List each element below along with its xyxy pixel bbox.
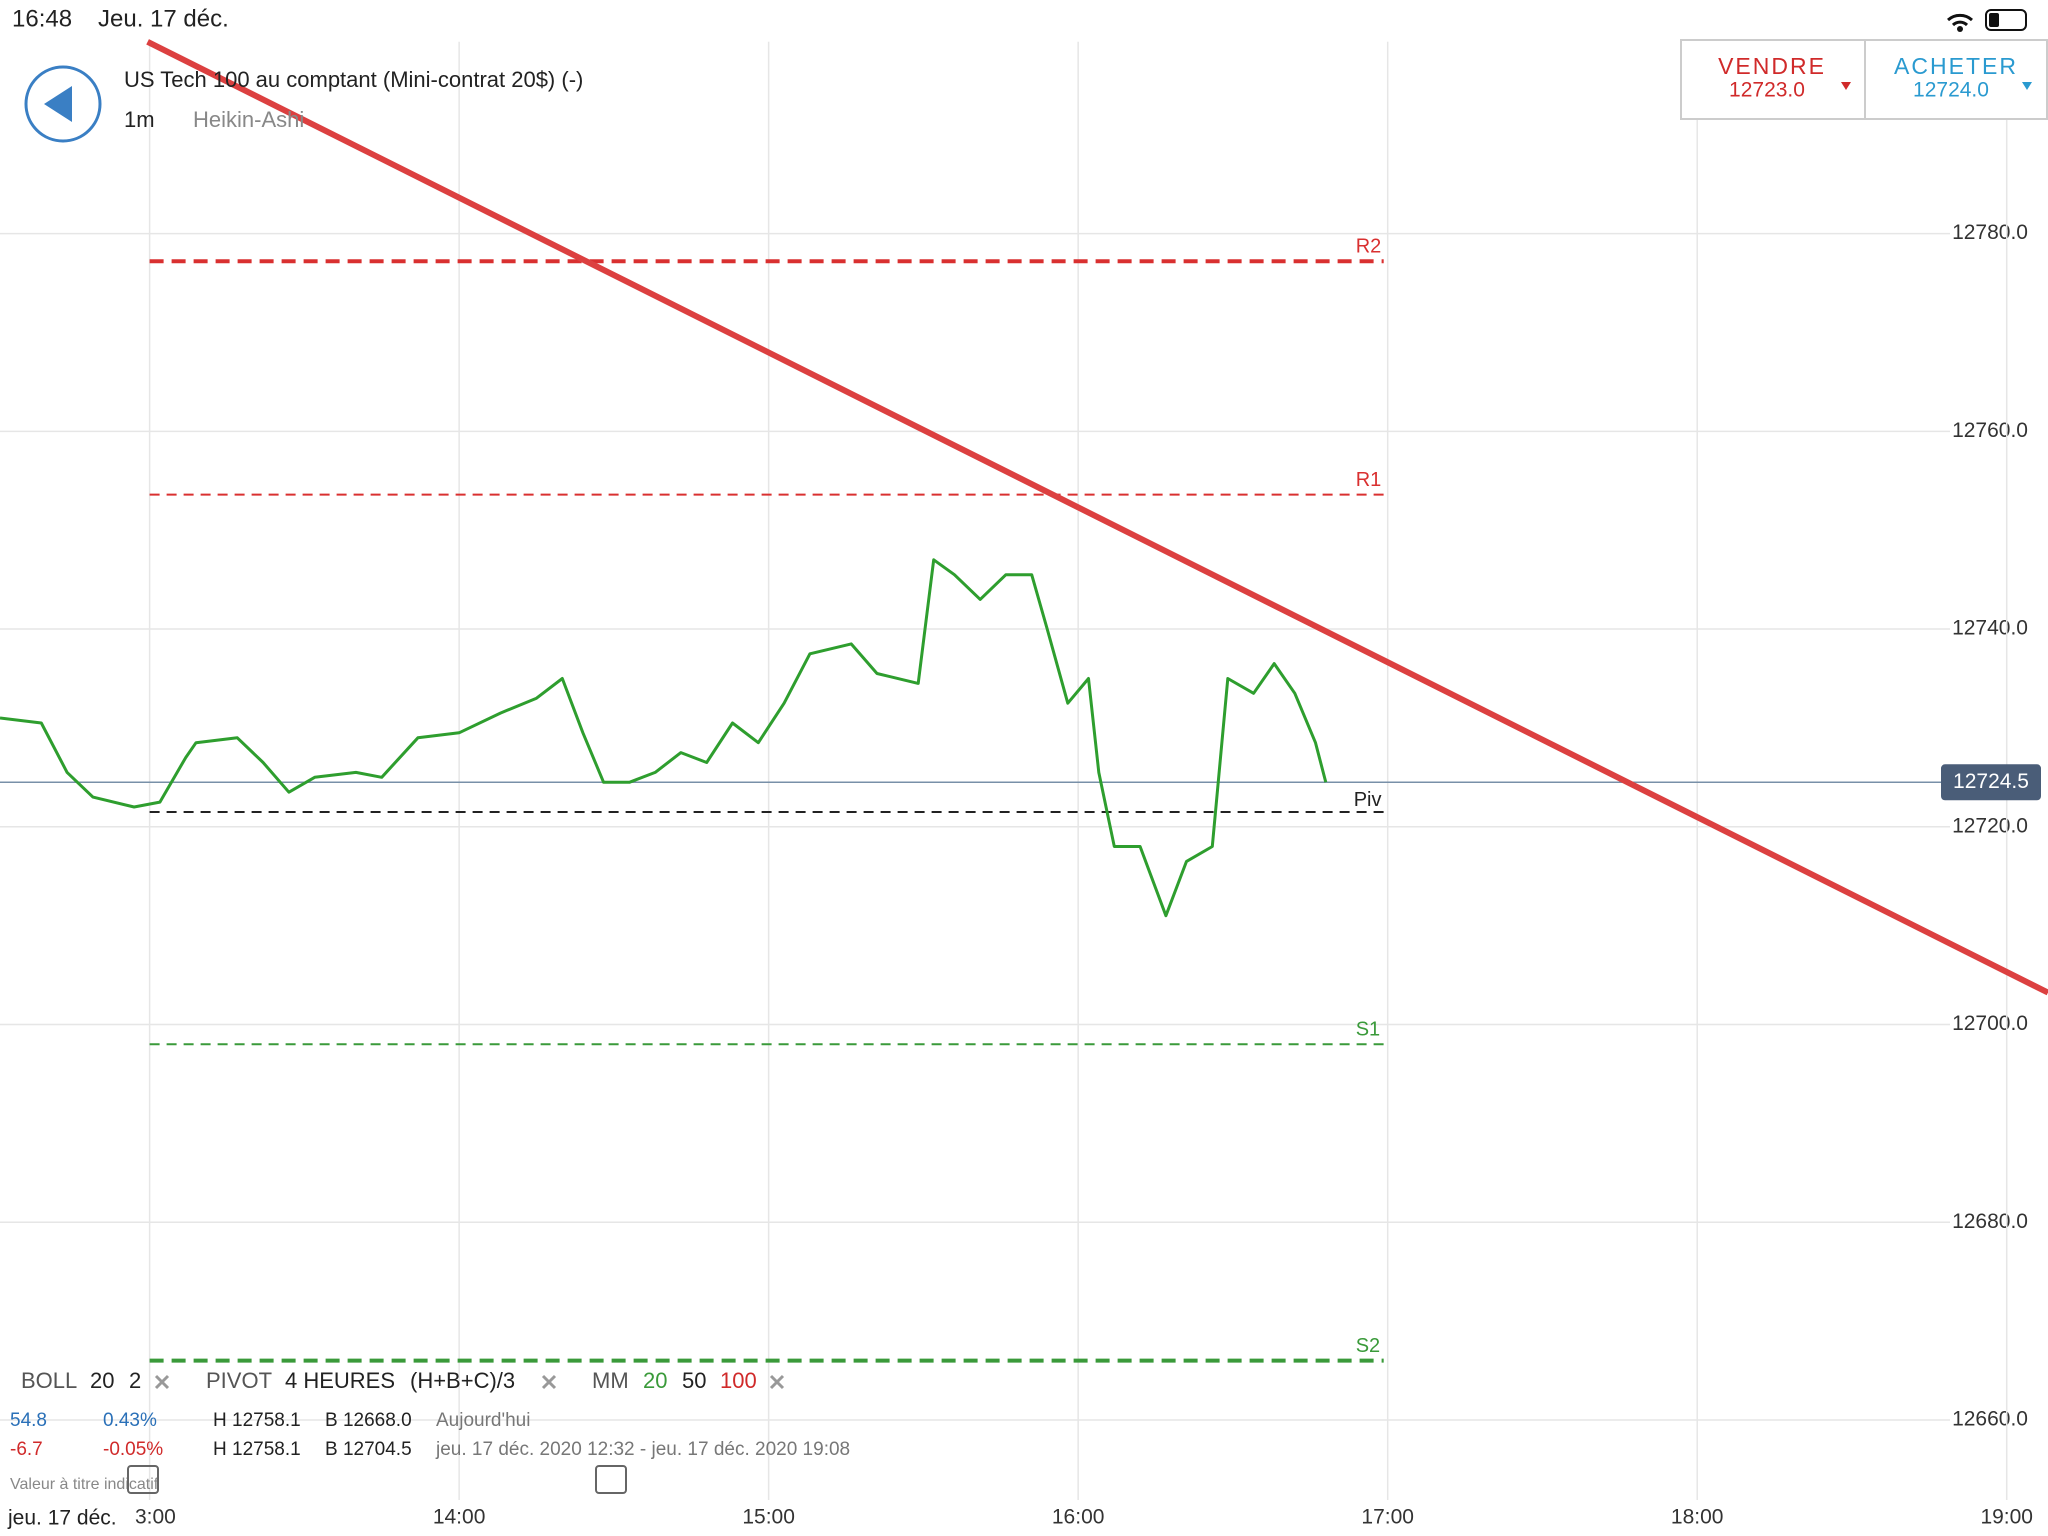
chart-style[interactable]: Heikin-Ashi [193, 107, 304, 132]
x-tick-label: 17:00 [1361, 1506, 1414, 1529]
y-tick-label: 12740.0 [1952, 617, 2028, 640]
y-tick-label: 12700.0 [1952, 1012, 2028, 1035]
wifi-icon [1947, 13, 1973, 27]
pivot-label: S2 [1356, 1335, 1380, 1357]
stat-value: B 12668.0 [325, 1410, 412, 1431]
y-tick-label: 12780.0 [1952, 221, 2028, 244]
boll-name: BOLL [21, 1368, 77, 1393]
stat-value: -0.05% [103, 1439, 163, 1460]
status-time: 16:48 [12, 5, 72, 32]
stat-value: Aujourd'hui [436, 1410, 530, 1431]
x-tick-label: 19:00 [1980, 1506, 2033, 1529]
sell-button[interactable]: VENDRE 12723.0 [1718, 53, 1851, 102]
calendar-icon[interactable] [595, 1465, 627, 1494]
mm-period: 100 [720, 1368, 757, 1393]
y-tick-label: 12760.0 [1952, 419, 2028, 442]
status-date: Jeu. 17 déc. [98, 5, 229, 32]
current-price-label: 12724.5 [1953, 770, 2029, 793]
y-tick-label: 12720.0 [1952, 814, 2028, 837]
disclaimer: Valeur à titre indicatif [10, 1476, 159, 1493]
interval[interactable]: 1m [124, 107, 155, 132]
stat-value: 54.8 [10, 1410, 47, 1431]
stat-value: -6.7 [10, 1439, 43, 1460]
x-tick-label: 15:00 [742, 1506, 795, 1529]
x-tick-label: 14:00 [433, 1506, 486, 1529]
boll-period: 20 [90, 1368, 114, 1393]
pivot-label: R1 [1356, 469, 1382, 491]
y-tick-label: 12680.0 [1952, 1210, 2028, 1233]
pivot-label: S1 [1356, 1019, 1380, 1041]
y-tick-label: 12660.0 [1952, 1407, 2028, 1430]
mm-name: MM [592, 1368, 629, 1393]
pivot-remove[interactable] [541, 1374, 557, 1390]
battery-icon [1985, 9, 2027, 31]
stat-value: 0.43% [103, 1410, 157, 1431]
sell-price: 12723.0 [1729, 79, 1805, 102]
x-tick-label: 16:00 [1052, 1506, 1105, 1529]
stat-value: B 12704.5 [325, 1439, 412, 1460]
stat-value: jeu. 17 déc. 2020 12:32 - jeu. 17 déc. 2… [435, 1439, 850, 1460]
stat-value: H 12758.1 [213, 1410, 301, 1431]
buy-price: 12724.0 [1913, 79, 1989, 102]
date-label-bg [0, 1504, 134, 1534]
pivot-label: Piv [1354, 789, 1382, 811]
mm-period: 20 [643, 1368, 667, 1393]
calendar-icon[interactable] [127, 1465, 159, 1494]
stat-value: H 12758.1 [213, 1439, 301, 1460]
wifi-dot [1957, 26, 1963, 32]
boll-remove[interactable] [154, 1374, 170, 1390]
back-arrow [44, 86, 72, 122]
x-tick-label: 18:00 [1671, 1506, 1724, 1529]
pivot-formula: (H+B+C)/3 [410, 1368, 515, 1393]
boll-dev: 2 [129, 1368, 141, 1393]
buy-button[interactable]: ACHETER 12724.0 [1894, 53, 2032, 102]
mm-remove[interactable] [769, 1374, 785, 1390]
price-line [0, 558, 1328, 918]
buy-label: ACHETER [1894, 53, 2018, 79]
mm-period: 50 [682, 1368, 706, 1393]
battery-level [1989, 13, 1999, 27]
sell-caret [1841, 82, 1851, 90]
date-label: jeu. 17 déc. [7, 1507, 117, 1530]
sell-label: VENDRE [1718, 53, 1826, 79]
current-price-box [1941, 764, 2041, 801]
x-tick-label: 13:00 [123, 1506, 176, 1529]
pivot-label: R2 [1356, 236, 1382, 258]
trend-line [146, 39, 2048, 996]
pivot-period: 4 HEURES [285, 1368, 395, 1393]
instrument-title: US Tech 100 au comptant (Mini-contrat 20… [124, 67, 583, 92]
pivot-name: PIVOT [206, 1368, 272, 1393]
buy-caret [2022, 82, 2032, 90]
